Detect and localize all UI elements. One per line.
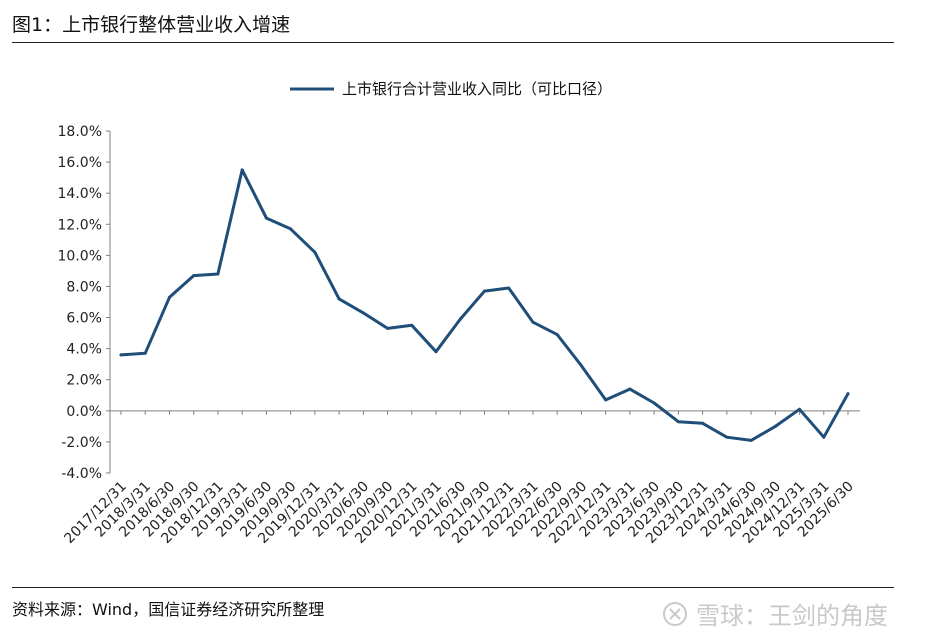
data-point (701, 421, 705, 425)
data-point (289, 227, 293, 231)
y-axis: 18.0% 16.0% 14.0% 12.0% 10.0% 8.0% 6.0% 4.0% 2.0… (58, 124, 111, 482)
data-point (458, 317, 462, 321)
y-tick-label: 4.0% (66, 342, 102, 358)
data-point (822, 435, 826, 439)
data-point (167, 295, 171, 299)
data-point (507, 286, 511, 290)
x-axis: 2017/12/312018/3/312018/6/302018/9/30201… (61, 410, 860, 547)
data-point (434, 350, 438, 354)
series-line-0 (119, 168, 850, 442)
data-point (216, 272, 220, 276)
watermark: 雪球：王剑的角度 (662, 596, 888, 631)
data-point (846, 392, 850, 396)
data-point (798, 407, 802, 411)
line-chart: 上市银行合计营业收入同比（可比口径） 18.0%16.0%14.0%12.0%1… (58, 80, 860, 547)
data-point (313, 250, 317, 254)
legend-label: 上市银行合计营业收入同比（可比口径） (342, 80, 612, 98)
data-point (264, 216, 268, 220)
y-tick-label: 16.0% (58, 155, 102, 171)
data-point (628, 387, 632, 391)
y-tick-label: 2.0% (66, 373, 102, 389)
y-tick-label: -2.0% (61, 435, 102, 451)
figure-title: 图1：上市银行整体营业收入增速 (12, 14, 291, 36)
data-point (361, 311, 365, 315)
data-point (119, 353, 123, 357)
data-point (337, 297, 341, 301)
y-tick-label: 10.0% (58, 248, 102, 264)
y-tick-label: 14.0% (58, 186, 102, 202)
snowball-logo-icon (663, 601, 687, 626)
data-point (240, 168, 244, 172)
data-point (749, 438, 753, 442)
data-point (192, 274, 196, 278)
data-point (555, 333, 559, 337)
data-point (579, 364, 583, 368)
data-point (410, 323, 414, 327)
y-tick-label: 12.0% (58, 217, 102, 233)
source-divider (12, 587, 894, 588)
y-tick-label: 8.0% (66, 279, 102, 295)
data-point (725, 435, 729, 439)
data-point (483, 289, 486, 293)
data-point (143, 351, 147, 355)
y-tick-label: 18.0% (58, 124, 102, 140)
data-point (531, 320, 535, 324)
data-point (386, 326, 390, 330)
watermark-text: 雪球：王剑的角度 (696, 602, 888, 630)
data-point (604, 398, 608, 402)
data-point (773, 424, 777, 428)
y-tick-label: 6.0% (66, 311, 102, 327)
source-note: 资料来源：Wind，国信证券经济研究所整理 (12, 600, 325, 619)
y-tick-label: -4.0% (61, 466, 102, 482)
title-divider (12, 42, 894, 43)
chart-legend: 上市银行合计营业收入同比（可比口径） (290, 80, 612, 98)
series-layer (119, 168, 850, 442)
data-point (652, 401, 656, 405)
data-point (676, 420, 680, 424)
y-tick-label: 0.0% (66, 404, 102, 420)
